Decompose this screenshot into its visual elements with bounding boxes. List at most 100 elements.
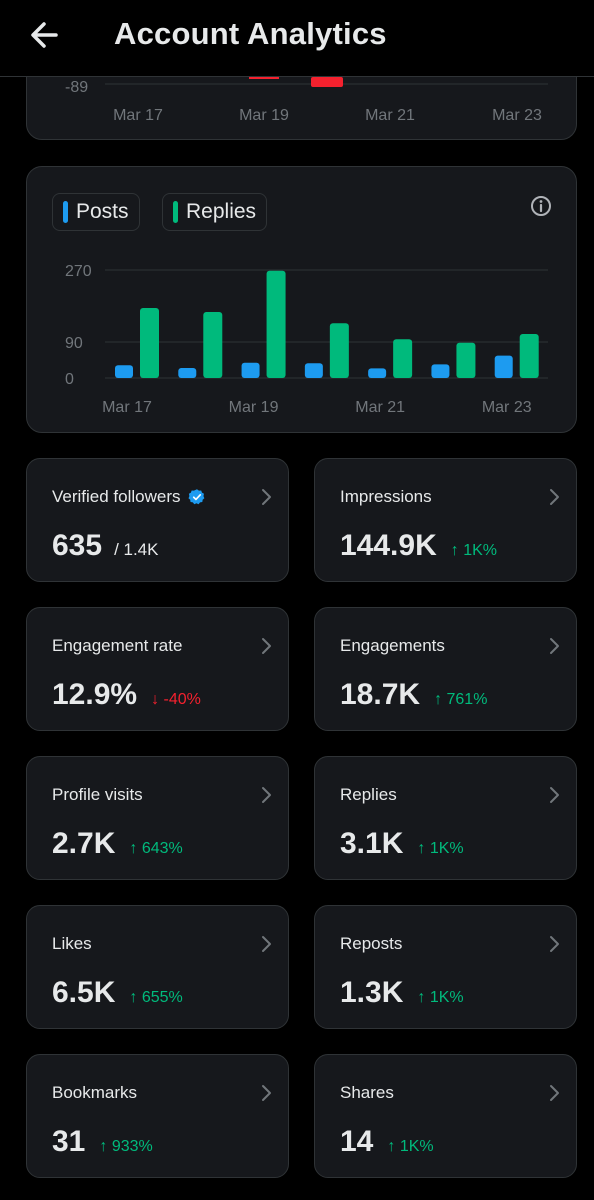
stat-card-likes[interactable]: Likes 6.5K ↑ 655% <box>26 905 289 1029</box>
stat-change-badge: ↑ 933% <box>99 1138 153 1155</box>
chevron-right-icon <box>550 1085 559 1101</box>
stat-label-text: Profile visits <box>52 785 143 804</box>
chevron-right-icon <box>262 1085 271 1101</box>
stat-label: Bookmarks <box>52 1083 137 1103</box>
y-tick-label: 0 <box>65 371 74 388</box>
stat-label: Likes <box>52 934 92 954</box>
activity-chart-card: Posts Replies 0 90 270 Mar 17 Mar 19 Mar 21 Ma… <box>26 166 577 433</box>
bar-posts-mar-19 <box>241 362 260 378</box>
bar-posts-mar-22 <box>431 364 450 378</box>
stat-label-text: Shares <box>340 1083 394 1102</box>
stat-value: 14 <box>340 1125 374 1158</box>
bar-replies-mar-17 <box>140 308 159 378</box>
chevron-right-icon <box>550 787 559 803</box>
bar-posts-mar-20 <box>304 363 323 378</box>
chevron-right-icon <box>262 787 271 803</box>
stat-card-engagement-rate[interactable]: Engagement rate 12.9% ↓ -40% <box>26 607 289 731</box>
stat-label-text: Likes <box>52 934 92 953</box>
stat-label: Reposts <box>340 934 402 954</box>
y-tick-label: 90 <box>65 335 83 352</box>
stat-change-badge: ↑ 761% <box>434 691 488 708</box>
stat-value-row: 1.3K ↑ 1K% <box>340 976 464 1010</box>
stat-value: 1.3K <box>340 976 404 1009</box>
stat-card-profile-visits[interactable]: Profile visits 2.7K ↑ 643% <box>26 756 289 880</box>
stat-card-replies[interactable]: Replies 3.1K ↑ 1K% <box>314 756 577 880</box>
chevron-right-icon <box>262 638 271 654</box>
stat-value-row: 3.1K ↑ 1K% <box>340 827 464 861</box>
stat-card-shares[interactable]: Shares 14 ↑ 1K% <box>314 1054 577 1178</box>
stat-value-row: 31 ↑ 933% <box>52 1125 153 1159</box>
stat-value: 144.9K <box>340 529 437 562</box>
stat-label-text: Engagements <box>340 636 445 655</box>
stat-change-badge: ↑ 1K% <box>417 840 464 857</box>
stat-card-verified-followers[interactable]: Verified followers 635 / 1.4K <box>26 458 289 582</box>
stat-label: Engagements <box>340 636 445 656</box>
stat-value: 6.5K <box>52 976 116 1009</box>
top-chart-bar <box>249 77 279 79</box>
stat-card-engagements[interactable]: Engagements 18.7K ↑ 761% <box>314 607 577 731</box>
x-tick-label: Mar 23 <box>482 399 532 416</box>
stat-label: Verified followers <box>52 487 206 507</box>
stat-change-badge: ↑ 1K% <box>450 542 497 559</box>
stat-label-text: Bookmarks <box>52 1083 138 1102</box>
chevron-right-icon <box>262 936 271 952</box>
stat-change-badge: ↑ 643% <box>129 840 183 857</box>
stat-change-badge: ↑ 655% <box>129 989 183 1006</box>
stat-card-reposts[interactable]: Reposts 1.3K ↑ 1K% <box>314 905 577 1029</box>
chevron-right-icon <box>550 489 559 505</box>
legend-posts-label: Posts <box>76 200 129 223</box>
stat-card-bookmarks[interactable]: Bookmarks 31 ↑ 933% <box>26 1054 289 1178</box>
stat-value: 3.1K <box>340 827 404 860</box>
chevron-right-icon <box>262 489 271 505</box>
chevron-right-icon <box>550 638 559 654</box>
stat-value: 12.9% <box>52 678 138 711</box>
stat-value-row: 14 ↑ 1K% <box>340 1125 434 1159</box>
top-chart: -89 Mar 17 Mar 19 Mar 21 Mar 23 <box>65 77 548 124</box>
stat-change-badge: ↑ 1K% <box>387 1138 434 1155</box>
legend-replies-toggle[interactable]: Replies <box>162 193 268 231</box>
chevron-right-icon <box>550 936 559 952</box>
stat-card-impressions[interactable]: Impressions 144.9K ↑ 1K% <box>314 458 577 582</box>
top-chart-bar <box>311 77 343 87</box>
bar-replies-mar-21 <box>393 339 413 378</box>
stat-label-text: Reposts <box>340 934 403 953</box>
replies-color-swatch <box>173 201 178 223</box>
app-header: Account Analytics <box>0 0 594 77</box>
top-chart-x-tick: Mar 23 <box>492 107 542 124</box>
top-chart-x-tick: Mar 17 <box>113 107 163 124</box>
x-tick-label: Mar 21 <box>355 399 405 416</box>
bar-posts-mar-23 <box>494 355 513 378</box>
back-button[interactable] <box>26 18 66 52</box>
stat-value-row: 2.7K ↑ 643% <box>52 827 183 861</box>
info-icon[interactable] <box>530 195 552 217</box>
top-chart-y-tick: -89 <box>65 79 88 96</box>
stat-value-row: 6.5K ↑ 655% <box>52 976 183 1010</box>
bar-posts-mar-17 <box>115 365 133 378</box>
stat-label-text: Replies <box>340 785 397 804</box>
stat-value-row: 144.9K ↑ 1K% <box>340 529 497 563</box>
stat-label-text: Impressions <box>340 487 432 506</box>
stat-value-row: 635 / 1.4K <box>52 529 158 563</box>
x-tick-label: Mar 19 <box>229 399 279 416</box>
stat-label: Replies <box>340 785 397 805</box>
stat-change-badge: ↓ -40% <box>151 691 201 708</box>
stat-label: Impressions <box>340 487 432 507</box>
stat-value-row: 18.7K ↑ 761% <box>340 678 487 712</box>
stat-value-row: 12.9% ↓ -40% <box>52 678 201 712</box>
legend-posts-toggle[interactable]: Posts <box>52 193 140 231</box>
stat-value: 635 <box>52 529 103 562</box>
bar-replies-mar-19 <box>266 270 286 378</box>
stat-label: Profile visits <box>52 785 143 805</box>
stat-value: 18.7K <box>340 678 421 711</box>
y-tick-label: 270 <box>65 263 92 280</box>
stat-label: Engagement rate <box>52 636 182 656</box>
bar-replies-mar-18 <box>203 312 223 378</box>
stat-label-text: Verified followers <box>52 487 181 506</box>
posts-color-swatch <box>63 201 68 223</box>
stat-label: Shares <box>340 1083 394 1103</box>
top-chart-x-tick: Mar 19 <box>239 107 289 124</box>
page-title: Account Analytics <box>114 16 387 51</box>
activity-chart: 0 90 270 Mar 17 Mar 19 Mar 21 Mar 23 <box>65 263 548 416</box>
bar-replies-mar-20 <box>329 323 349 378</box>
bar-replies-mar-23 <box>519 334 539 378</box>
